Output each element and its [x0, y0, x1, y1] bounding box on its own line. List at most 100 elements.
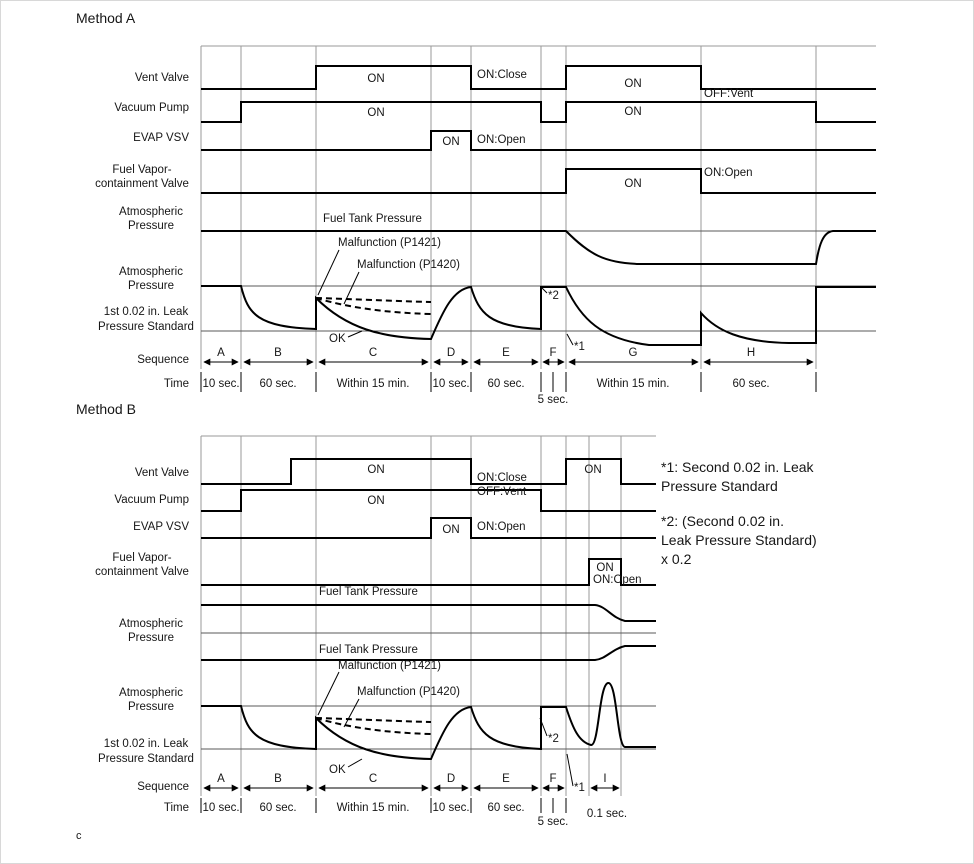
leak-standard-label-line2: Pressure Standard: [98, 321, 194, 333]
vent-on-label-2: ON: [624, 78, 641, 90]
fuel-vapor-valve-waveform: [201, 168, 876, 194]
time-value: 60 sec.: [487, 378, 524, 390]
tank-pressure-main-trace: [201, 681, 656, 761]
method-a-gridlines: [200, 45, 876, 369]
sequence-letter: D: [447, 347, 455, 359]
method-b-pressure-graph: Fuel Tank Pressure Fuel Tank Pressure Ma…: [201, 586, 656, 794]
side-notes: *1: Second 0.02 in. Leak Pressure Standa…: [661, 459, 817, 567]
method-a-waveforms: ON ON:Close ON OFF:Vent ON ON ON ON:Open…: [201, 65, 876, 194]
malfunction-p1420-label: Malfunction (P1420): [357, 686, 460, 698]
vacuum-pump-waveform: [201, 101, 876, 123]
fuel-tank-pressure-label-1: Fuel Tank Pressure: [319, 586, 418, 598]
vent-on-label-1: ON: [367, 464, 384, 476]
method-b-chart: Method B Vent Valve Vacuum Pump EVAP VSV…: [76, 401, 656, 828]
vacuum-pump-label: Vacuum Pump: [114, 102, 189, 114]
sequence-letter: C: [369, 773, 377, 785]
time-value: Within 15 min.: [337, 378, 410, 390]
ok-label: OK: [329, 764, 346, 776]
fvcv-on-open-label: ON:Open: [704, 167, 753, 179]
time-label: Time: [164, 802, 189, 814]
time-value-f: 5 sec.: [538, 394, 569, 406]
method-b-sequence-row: A B C D E F I: [203, 773, 620, 792]
vacuum-pump-waveform: [201, 489, 656, 512]
vsv-on-open-label: ON:Open: [477, 134, 526, 146]
figure-label: c: [76, 830, 82, 842]
vsv-on-open-label: ON:Open: [477, 521, 526, 533]
evap-vsv-waveform: [201, 130, 876, 151]
vent-on-label-2: ON: [584, 464, 601, 476]
method-a-title: Method A: [76, 10, 136, 26]
leader-lines: [317, 671, 574, 787]
atmospheric-pressure-label2-line2: Pressure: [128, 701, 174, 713]
leak-standard-label-line1: 1st 0.02 in. Leak: [104, 738, 189, 750]
atmospheric-pressure-label1-line1: Atmospheric: [119, 618, 183, 630]
vent-on-close-label: ON:Close: [477, 472, 527, 484]
fuel-vapor-valve-label-line1: Fuel Vapor-: [112, 552, 171, 564]
sequence-letter: I: [603, 773, 606, 785]
malfunction-p1421-label: Malfunction (P1421): [338, 237, 441, 249]
malfunction-p1421-label: Malfunction (P1421): [338, 660, 441, 672]
tank-pressure-main-trace: [201, 285, 876, 346]
sequence-letter: A: [217, 347, 225, 359]
time-value: 60 sec.: [487, 802, 524, 814]
vent-on-close-label: ON:Close: [477, 69, 527, 81]
time-label: Time: [164, 378, 189, 390]
atmospheric-pressure-label2-line1: Atmospheric: [119, 266, 183, 278]
pump-on-label-1: ON: [367, 107, 384, 119]
note2-line3: x 0.2: [661, 551, 692, 567]
time-row-ticks: [200, 798, 567, 813]
time-value: Within 15 min.: [337, 802, 410, 814]
malfunction-p1421-curve: [315, 297, 432, 303]
method-a-time-row: 10 sec. 60 sec. Within 15 min. 10 sec. 6…: [200, 372, 817, 406]
time-value: 10 sec.: [432, 802, 469, 814]
fvcv-on-label: ON: [596, 562, 613, 574]
vsv-on-label: ON: [442, 136, 459, 148]
fvcv-on-label: ON: [624, 178, 641, 190]
star1-ref: *1: [574, 782, 585, 794]
time-value-i: 0.1 sec.: [587, 808, 627, 820]
method-b-time-row: 10 sec. 60 sec. Within 15 min. 10 sec. 6…: [200, 798, 627, 828]
evap-vsv-label: EVAP VSV: [133, 521, 189, 533]
atmospheric-pressure-label2-line1: Atmospheric: [119, 687, 183, 699]
fuel-vapor-valve-waveform: [201, 558, 656, 586]
fuel-vapor-valve-label-line2: containment Valve: [95, 178, 189, 190]
note2-line1: *2: (Second 0.02 in.: [661, 513, 784, 529]
method-a-sequence-row: A B C D E F G H: [203, 347, 814, 366]
sequence-letter: B: [274, 347, 282, 359]
vacuum-pump-label: Vacuum Pump: [114, 494, 189, 506]
vent-valve-waveform: [201, 65, 876, 90]
time-row-ticks: [200, 372, 817, 392]
time-value: 10 sec.: [432, 378, 469, 390]
sequence-letter: H: [747, 347, 755, 359]
time-value: 10 sec.: [202, 378, 239, 390]
malfunction-p1420-curve: [315, 297, 432, 315]
note1-line2: Pressure Standard: [661, 478, 778, 494]
malfunction-p1420-curve: [315, 717, 432, 735]
note1-line1: *1: Second 0.02 in. Leak: [661, 459, 815, 475]
sequence-letter: B: [274, 773, 282, 785]
fvcv-on-open-label: ON:Open: [593, 574, 642, 586]
fuel-tank-pressure-trace-upper: [201, 604, 656, 622]
vent-valve-label: Vent Valve: [135, 72, 189, 84]
vsv-on-label: ON: [442, 524, 459, 536]
vent-off-vent-label: OFF:Vent: [477, 486, 527, 498]
malfunction-p1420-label: Malfunction (P1420): [357, 259, 460, 271]
method-b-title: Method B: [76, 401, 136, 417]
star2-ref: *2: [548, 290, 559, 302]
star1-ref: *1: [574, 341, 585, 353]
pump-on-label-2: ON: [624, 106, 641, 118]
method-a-chart: Method A Vent Valve Vacuum Pump EVAP VSV…: [76, 10, 876, 406]
sequence-letter: E: [502, 347, 510, 359]
fuel-vapor-valve-label-line1: Fuel Vapor-: [112, 164, 171, 176]
time-value-f: 5 sec.: [538, 816, 569, 828]
vent-valve-label: Vent Valve: [135, 467, 189, 479]
time-value: Within 15 min.: [597, 378, 670, 390]
time-value: 60 sec.: [732, 378, 769, 390]
star2-ref: *2: [548, 733, 559, 745]
atmospheric-pressure-label1-line2: Pressure: [128, 220, 174, 232]
time-value: 60 sec.: [259, 802, 296, 814]
leak-standard-label-line1: 1st 0.02 in. Leak: [104, 306, 189, 318]
sequence-letter: G: [629, 347, 638, 359]
